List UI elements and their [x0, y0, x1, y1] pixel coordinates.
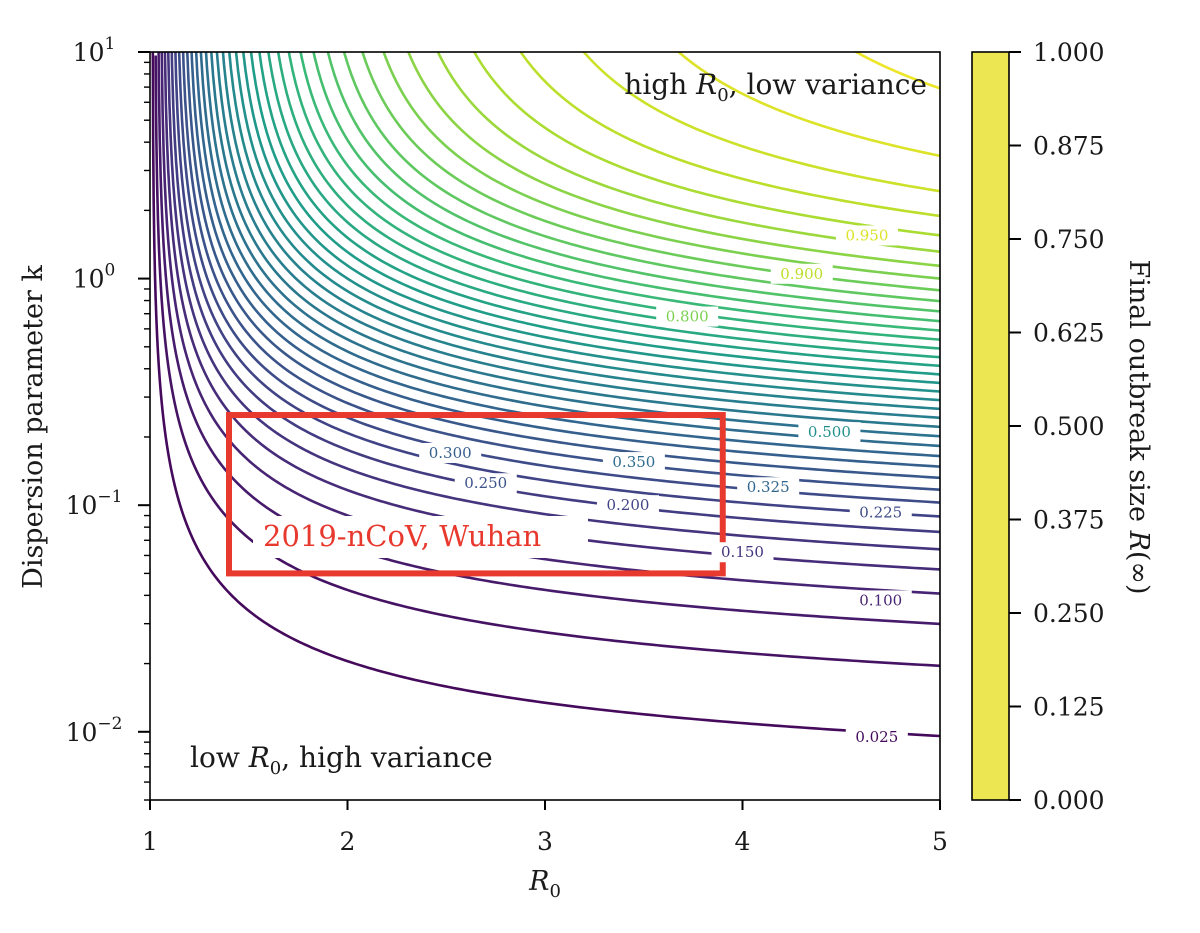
- contour-line: [472, 52, 940, 237]
- contour-line: [287, 52, 940, 341]
- contour-line: [312, 52, 940, 323]
- x-axis-label: R0: [528, 866, 561, 902]
- contour-label-bg: [596, 495, 659, 516]
- contour-line: [406, 52, 940, 268]
- highlight-label-bg: [253, 516, 588, 558]
- contour-line: [234, 52, 940, 393]
- contour-line: [241, 52, 940, 385]
- colorbar-tick-label: 0.625: [1033, 319, 1105, 348]
- colorbar-ticks: 0.000 0.125 0.250 0.375 0.500 0.625 0.750 0.875…: [1009, 38, 1105, 815]
- contour-label-bg: [770, 263, 833, 284]
- contour-label-bg: [849, 590, 912, 611]
- highlight-region: [226, 412, 726, 577]
- contour-lines: [151, 52, 940, 738]
- contour-label: 0.150: [721, 543, 764, 561]
- y-axis-label: Dispersion parameter k: [18, 265, 49, 589]
- contour-line: [210, 52, 940, 429]
- colorbar-tick-label: 1.000: [1033, 38, 1105, 67]
- x-tick-label: 5: [932, 827, 948, 856]
- colorbar-tick-label: 0.750: [1033, 225, 1105, 254]
- contour-label-bg: [845, 726, 908, 747]
- contour-line: [519, 52, 940, 218]
- contour-line: [151, 52, 940, 738]
- contour-label: 0.500: [808, 423, 851, 441]
- colorbar-tick-label: 0.000: [1033, 786, 1105, 815]
- highlight-region-label: 2019-nCoV, Wuhan: [263, 519, 541, 553]
- y-axis-ticks: 101 100 10−1 10−2: [66, 34, 150, 801]
- contour-line: [853, 52, 940, 90]
- colorbar-tick-label: 0.250: [1033, 599, 1105, 628]
- contour-label: 0.350: [612, 453, 655, 471]
- contour-line: [215, 52, 940, 420]
- x-axis-ticks: 1 2 3 4 5: [142, 800, 948, 856]
- y-tick-label: 10−1: [66, 487, 123, 520]
- contour-line: [194, 52, 940, 458]
- contour-label: 0.025: [855, 728, 898, 746]
- y-tick-label: 10−2: [66, 714, 123, 747]
- contour-line: [249, 52, 940, 376]
- contour-line: [185, 52, 940, 480]
- contour-label: 0.250: [464, 474, 507, 492]
- x-tick-label: 3: [537, 827, 553, 856]
- y-tick-label: 100: [73, 261, 116, 294]
- contour-label: 0.900: [780, 265, 823, 283]
- contour-line: [199, 52, 940, 448]
- contour-line: [190, 52, 940, 468]
- contour-label-bg: [602, 452, 665, 473]
- x-tick-label: 1: [142, 827, 158, 856]
- x-tick-label: 2: [340, 827, 356, 856]
- x-tick-label: 4: [735, 827, 751, 856]
- contour-label: 0.950: [845, 226, 888, 244]
- contour-label: 0.100: [859, 591, 902, 609]
- contour-line: [582, 52, 940, 193]
- contour-line: [299, 52, 940, 332]
- contour-line: [181, 52, 940, 491]
- contour-line: [166, 52, 940, 551]
- contour-label: 0.800: [666, 308, 709, 326]
- contour-label-bg: [711, 542, 774, 563]
- contour-label: 0.200: [606, 496, 649, 514]
- contour-line: [221, 52, 940, 411]
- colorbar-label: Final outbreak size R(∞): [1123, 260, 1154, 595]
- colorbar-tick-label: 0.500: [1033, 412, 1105, 441]
- contour-line: [170, 52, 940, 534]
- contour-line: [258, 52, 940, 368]
- contour-line: [676, 52, 940, 158]
- contour-line: [157, 52, 940, 626]
- annotation-high-r0: high R0, low variance: [624, 68, 927, 106]
- contour-line: [342, 52, 940, 303]
- contour-label-bg: [849, 502, 912, 523]
- contour-label-bg: [835, 225, 898, 246]
- contour-labels: 0.950 0.900 0.800 0.500 0.300 0.350 0.250 0.325…: [419, 225, 912, 747]
- contour-line: [227, 52, 940, 402]
- colorbar: [971, 51, 1010, 801]
- colorbar-tick-label: 0.375: [1033, 506, 1105, 535]
- contour-label-bg: [737, 477, 800, 498]
- colorbar-tick-label: 0.125: [1033, 693, 1105, 722]
- y-tick-label: 101: [73, 34, 116, 67]
- contour-label-bg: [798, 422, 861, 443]
- contour-line: [276, 52, 940, 350]
- colorbar-tick-label: 0.875: [1033, 132, 1105, 161]
- contour-label: 0.325: [747, 478, 790, 496]
- contour-label: 0.300: [429, 444, 472, 462]
- contour-label-bg: [656, 306, 719, 327]
- contour-label-bg: [454, 473, 517, 494]
- contour-label-bg: [419, 442, 482, 463]
- contour-line: [436, 52, 940, 253]
- contour-line: [154, 55, 940, 668]
- contour-line: [326, 52, 940, 313]
- contour-line: [204, 52, 940, 438]
- contour-line: [267, 52, 940, 359]
- annotation-low-r0: low R0, high variance: [190, 741, 493, 779]
- contour-label: 0.225: [859, 503, 902, 521]
